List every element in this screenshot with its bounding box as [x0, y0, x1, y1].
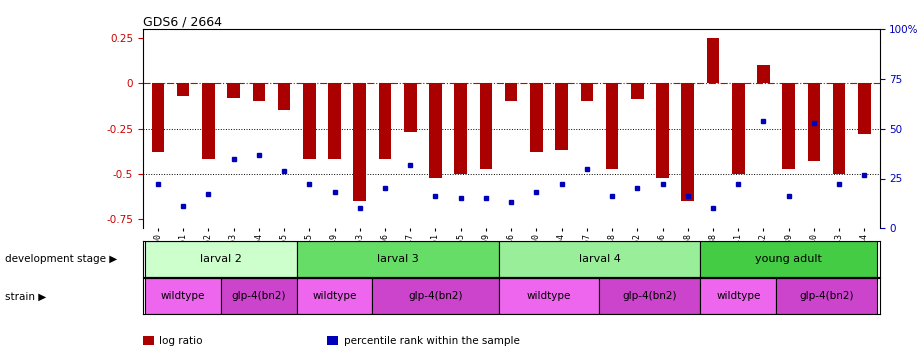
- Text: glp-4(bn2): glp-4(bn2): [408, 291, 462, 301]
- Text: young adult: young adult: [755, 254, 822, 264]
- Text: glp-4(bn2): glp-4(bn2): [799, 291, 854, 301]
- Bar: [227, 83, 239, 97]
- Bar: [480, 83, 492, 169]
- Bar: [657, 83, 669, 177]
- Bar: [252, 83, 265, 101]
- Bar: [732, 83, 744, 174]
- Text: larval 3: larval 3: [377, 254, 418, 264]
- Bar: [858, 83, 870, 134]
- Bar: [152, 83, 164, 152]
- Bar: [682, 83, 694, 201]
- Text: larval 4: larval 4: [578, 254, 621, 264]
- Text: glp-4(bn2): glp-4(bn2): [623, 291, 677, 301]
- Bar: [303, 83, 316, 160]
- Bar: [498, 278, 600, 314]
- Bar: [278, 83, 290, 110]
- Bar: [146, 278, 221, 314]
- Text: percentile rank within the sample: percentile rank within the sample: [344, 336, 519, 346]
- Bar: [706, 37, 719, 83]
- Bar: [700, 241, 877, 277]
- Bar: [580, 83, 593, 101]
- Bar: [297, 241, 498, 277]
- Text: log ratio: log ratio: [159, 336, 203, 346]
- Bar: [146, 241, 297, 277]
- Text: wildtype: wildtype: [527, 291, 571, 301]
- Bar: [606, 83, 618, 169]
- Bar: [530, 83, 542, 152]
- Text: GDS6 / 2664: GDS6 / 2664: [143, 16, 222, 29]
- Bar: [757, 65, 770, 83]
- Bar: [429, 83, 442, 177]
- Bar: [833, 83, 845, 174]
- Bar: [354, 83, 366, 201]
- Bar: [454, 83, 467, 174]
- Bar: [379, 83, 391, 160]
- Bar: [297, 278, 372, 314]
- Bar: [600, 278, 700, 314]
- Text: wildtype: wildtype: [716, 291, 761, 301]
- Text: development stage ▶: development stage ▶: [5, 254, 117, 264]
- Bar: [328, 83, 341, 160]
- Bar: [808, 83, 821, 161]
- Text: larval 2: larval 2: [200, 254, 242, 264]
- Bar: [177, 83, 190, 96]
- Bar: [783, 83, 795, 169]
- Bar: [404, 83, 416, 132]
- Bar: [505, 83, 518, 101]
- Bar: [631, 83, 644, 100]
- Bar: [498, 241, 700, 277]
- Bar: [221, 278, 297, 314]
- Bar: [372, 278, 498, 314]
- Bar: [700, 278, 776, 314]
- Text: glp-4(bn2): glp-4(bn2): [231, 291, 286, 301]
- Bar: [776, 278, 877, 314]
- Bar: [555, 83, 568, 150]
- Bar: [202, 83, 215, 160]
- Text: strain ▶: strain ▶: [5, 291, 46, 301]
- Text: wildtype: wildtype: [312, 291, 356, 301]
- Text: wildtype: wildtype: [161, 291, 205, 301]
